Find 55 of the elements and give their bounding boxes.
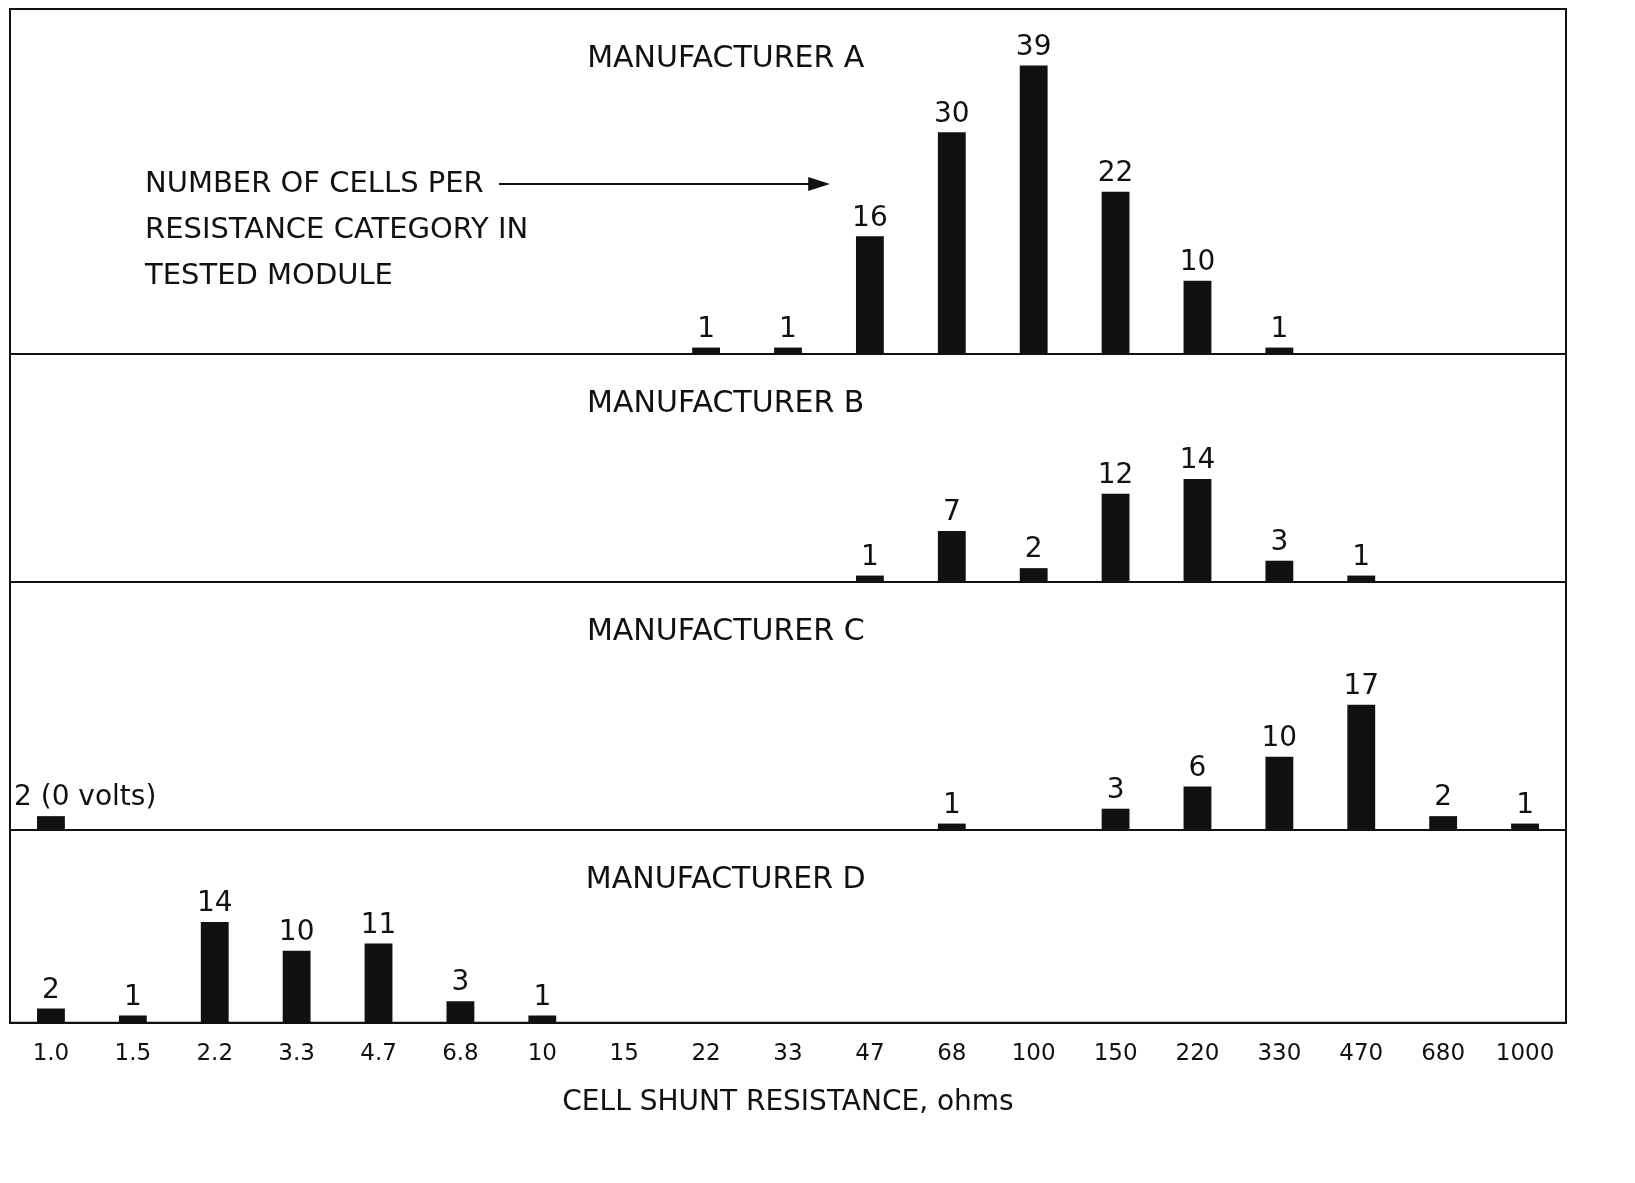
x-tick-label: 330 [1257,1038,1302,1065]
data-label: 3 [1106,771,1125,805]
data-label: 14 [1179,442,1216,476]
chart-title: MANUFACTURER D [585,859,866,895]
chart-title: MANUFACTURER B [587,383,865,419]
data-label: 16 [852,199,888,233]
data-label: 22 [1097,155,1134,189]
data-label: 11 [360,906,397,940]
x-tick-label: 22 [691,1038,721,1065]
x-tick-label: 68 [937,1038,967,1065]
x-tick-label: 220 [1175,1038,1220,1065]
data-label: 1 [860,538,879,572]
data-label: 1 [1352,538,1371,572]
x-tick-label: 10 [527,1038,557,1065]
data-label: 10 [1179,244,1216,278]
data-label: 17 [1343,667,1380,701]
data-label: 1 [123,978,142,1012]
x-tick-label: 1.0 [32,1038,70,1065]
data-label: 12 [1097,457,1134,491]
data-label: 1 [1270,310,1289,344]
data-label: 6 [1188,749,1207,783]
data-label: 7 [942,494,961,528]
x-tick-label: 4.7 [360,1038,397,1065]
x-tick-label: 3.3 [278,1038,315,1065]
data-label: 10 [278,914,315,948]
x-tick-label: 680 [1421,1038,1466,1065]
data-label: 1 [942,786,961,820]
x-tick-label: 6.8 [442,1038,479,1065]
x-tick-label: 1000 [1495,1038,1555,1065]
x-tick-label: 470 [1339,1038,1384,1065]
data-label: 2 [1024,531,1043,565]
annotation: NUMBER OF CELLS PER RESISTANCE CATEGORY IN TESTED MODULE [144,164,529,291]
data-label: 2 [42,971,60,1005]
data-label: 1 [1516,786,1534,820]
x-tick-label: 100 [1011,1038,1056,1065]
data-label: 2 [1434,779,1453,813]
x-tick-label: 33 [773,1038,803,1065]
data-label: 1 [779,310,797,344]
x-axis-title: CELL SHUNT RESISTANCE, ohms [562,1084,1014,1118]
chart-title: MANUFACTURER A [587,38,865,74]
data-label: 1 [697,310,716,344]
data-label: 2 (0 volts) [14,779,157,813]
x-tick-label: 150 [1093,1038,1138,1065]
data-label: 10 [1261,719,1298,753]
data-label: 1 [533,978,552,1012]
x-tick-label: 47 [855,1038,885,1065]
chart-title: MANUFACTURER C [586,611,865,647]
data-label: 39 [1015,28,1052,62]
data-label: 3 [1270,523,1289,557]
data-label: 14 [196,885,233,919]
x-tick-label: 15 [609,1038,639,1065]
data-label: 30 [933,95,970,129]
x-tick-label: 2.2 [196,1038,234,1065]
data-label: 3 [451,964,470,998]
x-tick-label: 1.5 [114,1038,152,1065]
